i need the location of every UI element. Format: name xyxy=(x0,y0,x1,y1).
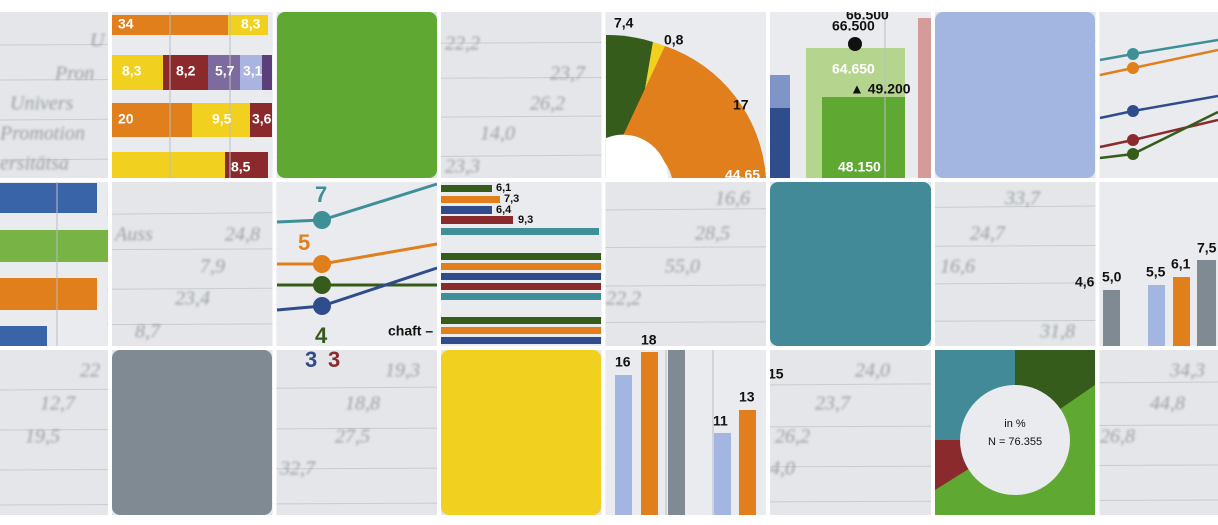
table-text: 7,9 xyxy=(200,256,225,278)
table-text: Pron xyxy=(54,63,94,85)
bar-label: 5,0 xyxy=(1102,269,1122,285)
table-text: 26,2 xyxy=(775,426,810,448)
table-text: 23,7 xyxy=(550,63,586,85)
bar-label: 16 xyxy=(615,354,631,370)
table-text: 31,8 xyxy=(1039,321,1075,343)
bar-label: 6,1 xyxy=(1171,256,1191,272)
pie-tile: 7,4 0,8 17 44,65 xyxy=(606,12,766,183)
slope-label: 4 xyxy=(315,323,328,348)
bar-label: 8,2 xyxy=(176,63,196,79)
donut-tile: in % N = 76.355 xyxy=(935,350,1095,515)
bar-label: 11 xyxy=(713,413,728,429)
bar-label: 7,3 xyxy=(504,193,519,205)
table-text: 33,7 xyxy=(1004,188,1041,210)
green-tile xyxy=(277,12,437,178)
table-text: 22,2 xyxy=(445,33,480,55)
bar-label: 8,3 xyxy=(122,63,142,79)
value-label: 64.650 xyxy=(832,61,875,77)
bar-label: 20 xyxy=(118,111,134,127)
table-text: 18,8 xyxy=(345,393,380,415)
table-text: 34,3 xyxy=(1169,360,1205,382)
value-label: ▲ 49.200 xyxy=(850,81,911,97)
table-text: 26,2 xyxy=(530,93,565,115)
table-text: 22,2 xyxy=(606,288,641,310)
column-tile-right: 4,6 5,0 5,5 6,1 7,5 xyxy=(1075,182,1218,346)
table-text: 12,7 xyxy=(40,393,76,415)
bar-label: 7,5 xyxy=(1197,240,1217,256)
bar-label: 13 xyxy=(739,389,755,405)
table-text: 22 xyxy=(80,360,100,382)
bar-label: 3,6 xyxy=(252,111,272,127)
bar-label: 5,5 xyxy=(1146,264,1166,280)
donut-unit: in % xyxy=(1004,418,1026,430)
top-margin xyxy=(0,0,1218,12)
bar-label: 3,1 xyxy=(243,63,263,79)
table-text: 24,7 xyxy=(970,223,1006,245)
stacked-bars-tile: 34 8,3 8,3 8,2 5,7 3,1 20 9,5 3,6 8,5 xyxy=(112,12,272,178)
table-text: 4,0 xyxy=(770,458,795,480)
bar-label: 6,1 xyxy=(496,182,511,194)
slope-tile: 7 5 4 chaft – xyxy=(276,182,438,348)
value-label: 48.150 xyxy=(838,159,881,175)
table-text: 16,6 xyxy=(940,256,975,278)
table-text: 14,0 xyxy=(480,123,515,145)
slope-label: 5 xyxy=(298,230,310,255)
table-text: 19,5 xyxy=(25,426,60,448)
table-text: 26,8 xyxy=(1100,426,1135,448)
column-tile: 16 18 11 13 xyxy=(606,332,766,515)
thin-bars-tile: 6,1 7,3 6,4 9,3 xyxy=(441,182,601,346)
bar-label: 15 xyxy=(768,366,784,382)
table-text: 23,4 xyxy=(175,288,210,310)
target-bars-tile: 66.500 66.500 64.650 ▲ 49.200 48.150 xyxy=(770,7,931,178)
table-text: Auss xyxy=(113,224,153,246)
bar-label: 9,5 xyxy=(212,111,232,127)
table-text: 24,8 xyxy=(225,224,260,246)
table-text: 44,8 xyxy=(1150,393,1185,415)
line-tile xyxy=(1099,12,1218,178)
pie-label: 17 xyxy=(733,97,749,113)
value-label: 66.500 xyxy=(832,18,875,34)
table-text: 32,7 xyxy=(279,458,316,480)
slope-label: 3 xyxy=(328,347,340,372)
slope-label: 7 xyxy=(315,182,327,207)
donut-total: N = 76.355 xyxy=(988,436,1042,448)
bar-label: 34 xyxy=(118,16,134,32)
yellow-tile xyxy=(441,350,601,515)
gray-tile xyxy=(112,350,272,515)
table-text: Univers xyxy=(10,93,74,115)
table-text: 27,5 xyxy=(335,426,370,448)
slope-label: 3 xyxy=(305,347,317,372)
bar-label: 6,4 xyxy=(496,204,512,216)
teal-tile xyxy=(770,182,931,346)
table-text: 8,7 xyxy=(135,321,161,343)
table-text: 16,6 xyxy=(715,188,750,210)
table-text: 55,0 xyxy=(665,256,700,278)
table-text: Promotion xyxy=(0,123,85,145)
pie-label: 0,8 xyxy=(664,32,684,48)
table-text: 28,5 xyxy=(695,223,730,245)
bar-label: 8,5 xyxy=(231,159,251,175)
blurred-table-text: U Pron Univers Promotion ersitätsa 22,2 … xyxy=(0,30,1205,480)
pie-label: 7,4 xyxy=(614,15,634,31)
table-text: 24,0 xyxy=(855,360,890,382)
bar-label: 18 xyxy=(641,332,657,348)
hbar-tile xyxy=(0,182,108,346)
slope-caption: chaft – xyxy=(388,323,433,339)
table-text: U xyxy=(90,30,106,52)
table-text: ersitätsa xyxy=(0,153,69,175)
table-text: 19,3 xyxy=(385,360,420,382)
bar-label: 9,3 xyxy=(518,214,533,226)
table-text: 23,7 xyxy=(815,393,851,415)
bar-label: 4,6 xyxy=(1075,274,1095,290)
table-text: 23,3 xyxy=(445,156,480,178)
lilac-tile xyxy=(935,12,1095,178)
bar-label: 5,7 xyxy=(215,63,235,79)
bar-label: 8,3 xyxy=(241,16,261,32)
bottom-margin xyxy=(0,515,1218,525)
